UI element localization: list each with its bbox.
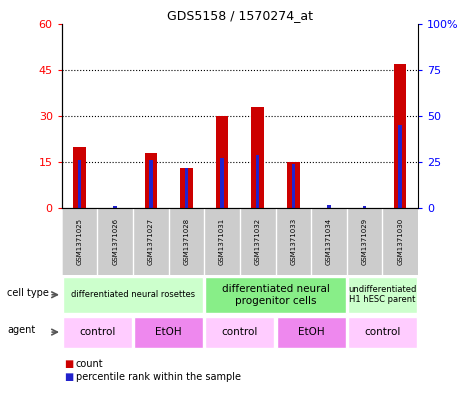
Text: GSM1371029: GSM1371029 (361, 218, 368, 265)
Bar (348, 277, 417, 313)
Bar (216, 116, 228, 208)
Text: GSM1371027: GSM1371027 (148, 218, 154, 265)
Bar (327, 205, 331, 208)
Bar (256, 155, 259, 208)
Text: differentiated neural rosettes: differentiated neural rosettes (71, 290, 195, 299)
Title: GDS5158 / 1570274_at: GDS5158 / 1570274_at (167, 9, 313, 22)
Bar (149, 160, 152, 208)
Text: GSM1371032: GSM1371032 (255, 218, 261, 265)
Bar (220, 158, 224, 208)
Text: GSM1371034: GSM1371034 (326, 218, 332, 265)
Text: differentiated neural
progenitor cells: differentiated neural progenitor cells (221, 284, 330, 305)
Bar (348, 316, 417, 348)
Text: GSM1371031: GSM1371031 (219, 218, 225, 265)
Text: cell type: cell type (7, 288, 49, 298)
Text: control: control (79, 327, 115, 337)
Text: ■: ■ (64, 372, 73, 382)
Bar (399, 125, 402, 208)
Bar (205, 277, 346, 313)
Text: EtOH: EtOH (298, 327, 324, 337)
Text: GSM1371033: GSM1371033 (290, 218, 296, 265)
Bar (114, 206, 117, 208)
Bar (185, 168, 188, 208)
Bar (63, 316, 132, 348)
Bar (78, 160, 81, 208)
Text: GSM1371028: GSM1371028 (183, 218, 190, 265)
Bar (292, 164, 295, 208)
Bar (205, 316, 275, 348)
Text: control: control (222, 327, 258, 337)
Bar (363, 206, 366, 208)
Bar (251, 107, 264, 208)
Bar (394, 64, 407, 208)
Text: undifferentiated
H1 hESC parent: undifferentiated H1 hESC parent (348, 285, 417, 305)
Bar (287, 162, 300, 208)
Text: agent: agent (7, 325, 35, 335)
Bar (144, 153, 157, 208)
Bar (73, 147, 86, 208)
Bar (134, 316, 203, 348)
Text: GSM1371026: GSM1371026 (112, 218, 118, 265)
Bar (276, 316, 346, 348)
Bar (63, 277, 203, 313)
Bar (180, 168, 193, 208)
Text: GSM1371030: GSM1371030 (397, 218, 403, 265)
Text: control: control (364, 327, 400, 337)
Text: count: count (76, 358, 104, 369)
Text: EtOH: EtOH (155, 327, 182, 337)
Text: GSM1371025: GSM1371025 (76, 218, 83, 265)
Text: ■: ■ (64, 358, 73, 369)
Text: percentile rank within the sample: percentile rank within the sample (76, 372, 241, 382)
